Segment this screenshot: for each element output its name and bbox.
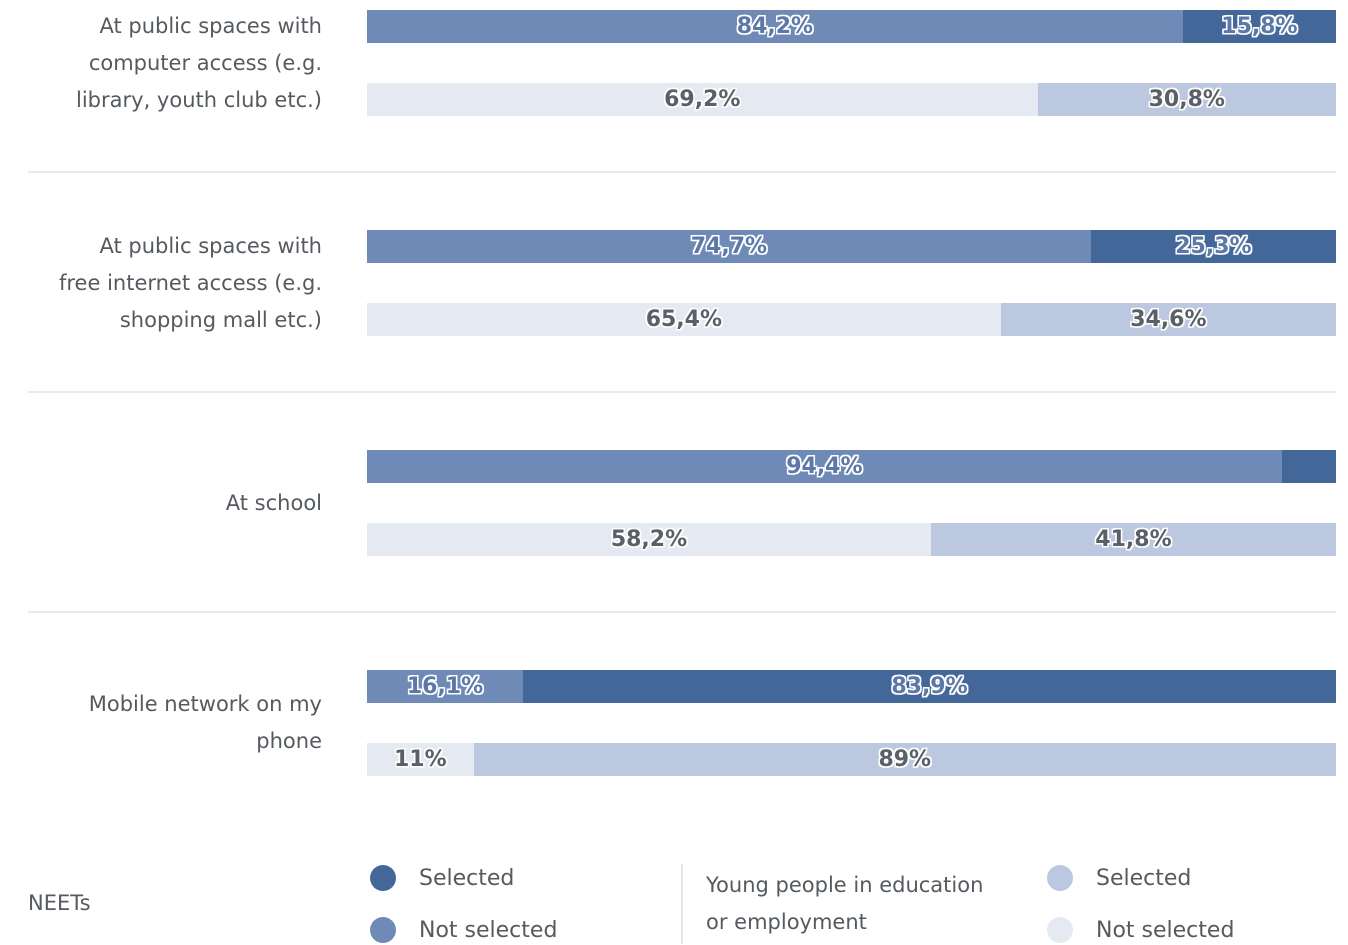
data-label: 11% [393,747,447,772]
legend-item-label: Not selected [1096,917,1235,943]
category-label-line: At public spaces with [99,13,322,38]
bar-row-education-employment: 58,2% 41,8% [367,523,1336,556]
data-label: 74,7% [690,234,768,259]
data-label: 83,9% [891,674,968,699]
data-label: 34,6% [1130,307,1207,332]
bar-segment[interactable]: 11% [367,743,474,776]
data-label: 65,4% [645,307,723,332]
bar-segment[interactable]: 30,8% [1037,83,1336,116]
legend-swatch-edu-not-selected [1047,917,1073,943]
category-label-line: free internet access (e.g. [58,270,322,295]
data-label: 16,1% [406,674,484,699]
legend-group-title-education-employment: Young people in education or employment [706,867,983,941]
bar-segment[interactable]: 83,9% [523,670,1336,703]
bar-row-neets: 16,1% 83,9% [367,670,1336,703]
legend-item-label: Selected [419,865,515,891]
category-label: Mobile network on my phone [30,686,322,760]
data-label: 69,2% [664,87,741,112]
chart-legend: NEETs Selected Not selected Young people… [0,850,1348,945]
bar-segment[interactable]: 15,8% [1182,10,1336,43]
bar-row-education-employment: 69,2% 30,8% [367,83,1336,116]
bar-row-neets: 74,7% 25,3% [367,230,1336,263]
data-label: 84,2% [736,14,814,39]
bar-row-neets: 84,2% 15,8% [367,10,1336,43]
category-label: At school [30,485,322,522]
category-divider [28,611,1336,613]
legend-item-edu-not-selected[interactable]: Not selected [1047,915,1234,945]
bar-segment[interactable]: 69,2% [367,83,1038,116]
category-label-line: Mobile network on my [88,692,322,716]
bar-segment[interactable]: 65,4% [367,303,1001,336]
bar-segment[interactable]: 89% [473,743,1336,776]
data-label: 58,2% [610,527,688,552]
legend-swatch-edu-selected [1047,865,1073,891]
legend-item-edu-selected[interactable]: Selected [1047,863,1191,893]
data-label: 15,8% [1221,14,1298,39]
legend-group-title-line: or employment [706,910,867,934]
category-divider [28,391,1336,393]
category-label-line: phone [256,729,322,753]
category-divider [28,171,1336,173]
legend-group-title-line: Young people in education [706,873,984,897]
bar-row-education-employment: 11% 89% [367,743,1336,776]
category-label-line: At school [225,490,322,515]
stacked-bar-chart: At public spaces with computer access (e.… [28,8,1336,776]
bar-segment[interactable]: 41,8% [930,523,1336,556]
legend-swatch-neets-selected [370,865,396,891]
bar-segment[interactable]: 74,7% [367,230,1091,263]
data-label: 25,3% [1175,234,1252,259]
category-label: At public spaces with free internet acces… [30,228,322,339]
legend-item-label: Selected [1096,865,1192,891]
legend-item-neets-not-selected[interactable]: Not selected [370,915,557,945]
bar-segment[interactable]: 25,3% [1090,230,1336,263]
category-label-line: computer access (e.g. [88,50,322,75]
legend-swatch-neets-not-selected [370,917,396,943]
bar-segment[interactable]: 34,6% [1000,303,1336,336]
bar-row-neets: 94,4% [367,450,1336,483]
data-label: 30,8% [1148,87,1225,112]
bar-row-education-employment: 65,4% 34,6% [367,303,1336,336]
legend-group-title-line: NEETs [28,891,91,915]
data-label: 94,4% [786,454,863,479]
bar-segment[interactable]: 84,2% [367,10,1183,43]
data-label: 89% [878,747,932,772]
data-label: 41,8% [1095,527,1172,552]
bar-segment[interactable]: 58,2% [367,523,931,556]
bar-segment[interactable]: 94,4% [367,450,1282,483]
bar-segment[interactable] [1281,450,1336,483]
legend-item-label: Not selected [419,917,558,943]
legend-item-neets-selected[interactable]: Selected [370,863,514,893]
category-label-line: At public spaces with [99,233,322,258]
legend-separator [681,864,683,944]
legend-group-title-neets: NEETs [28,885,91,922]
bar-segment[interactable]: 16,1% [367,670,523,703]
category-label-line: library, youth club etc.) [76,87,322,112]
category-label: At public spaces with computer access (e.… [30,8,322,119]
category-label-line: shopping mall etc.) [119,307,322,332]
